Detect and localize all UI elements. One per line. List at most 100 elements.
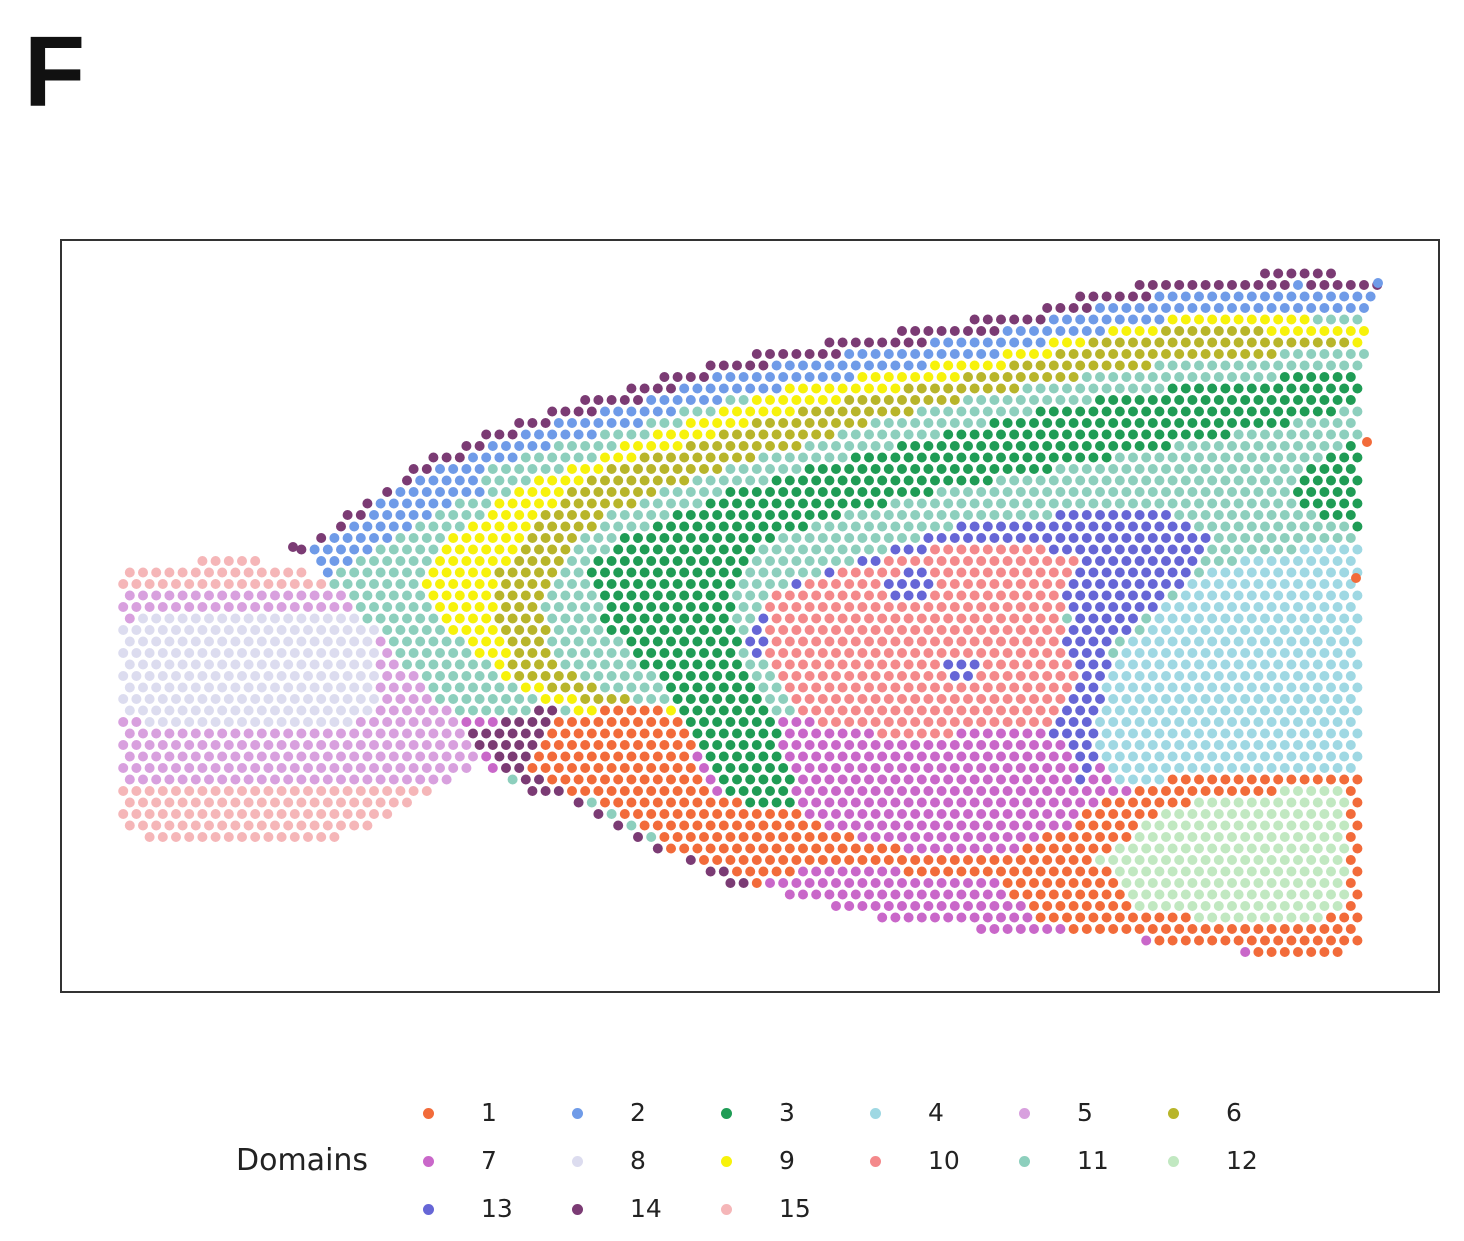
spot-domain-7: [883, 901, 894, 911]
spot-domain-12: [1220, 797, 1231, 808]
spot-domain-5: [256, 590, 267, 601]
spot-domain-12: [1194, 912, 1204, 923]
spot-domain-11: [1088, 383, 1099, 394]
spot-domain-7: [824, 751, 835, 762]
spot-domain-7: [910, 809, 921, 819]
spot-domain-10: [897, 648, 907, 658]
spot-domain-8: [303, 625, 313, 635]
spot-domain-3: [639, 544, 650, 555]
spot-domain-1: [1101, 843, 1112, 854]
spot-domain-1: [791, 809, 802, 819]
spot-domain-6: [514, 648, 525, 658]
spot-domain-9: [1147, 326, 1158, 336]
spot-domain-14: [976, 326, 987, 336]
spot-domain-3: [606, 625, 617, 635]
spot-domain-8: [355, 694, 366, 704]
spot-domain-14: [494, 429, 505, 440]
spot-domain-2: [402, 521, 412, 532]
spot-domain-1: [692, 774, 703, 785]
spot-domain-13: [745, 636, 756, 647]
spot-domain-13: [923, 579, 934, 589]
spot-domain-8: [190, 659, 201, 670]
spot-domain-2: [1339, 291, 1350, 302]
spot-domain-11: [831, 533, 841, 543]
spot-domain-14: [1253, 280, 1264, 290]
spot-domain-1: [751, 855, 762, 865]
spot-domain-3: [725, 671, 736, 681]
spot-domain-3: [745, 728, 756, 739]
spot-domain-11: [817, 533, 828, 543]
spot-domain-3: [1352, 452, 1363, 463]
spot-domain-11: [916, 406, 927, 417]
spot-domain-4: [1174, 648, 1185, 658]
spot-domain-12: [1154, 843, 1165, 854]
spot-domain-3: [646, 533, 657, 543]
spot-domain-10: [1042, 579, 1053, 589]
spot-domain-12: [1141, 889, 1152, 900]
spot-domain-10: [936, 648, 947, 658]
spot-domain-8: [124, 659, 135, 670]
spot-domain-5: [144, 602, 155, 612]
spot-domain-3: [1332, 372, 1343, 382]
spot-domain-2: [1128, 314, 1138, 325]
spot-domain-7: [956, 728, 967, 739]
spot-domain-11: [1062, 383, 1072, 394]
spot-domain-15: [256, 820, 267, 831]
spot-domain-15: [263, 579, 274, 589]
spot-domain-2: [1200, 303, 1211, 313]
spot-domain-2: [520, 429, 531, 440]
spot-domain-4: [1306, 625, 1317, 635]
spot-domain-11: [514, 694, 525, 704]
spot-domain-7: [916, 774, 927, 785]
spot-domain-6: [619, 487, 630, 497]
spot-domain-1: [560, 774, 571, 785]
spot-domain-10: [996, 590, 1006, 601]
spot-domain-8: [342, 648, 353, 658]
spot-domain-10: [936, 579, 947, 589]
spot-domain-6: [745, 429, 756, 440]
spot-domain-2: [844, 372, 855, 382]
spot-domain-10: [831, 602, 841, 612]
spot-domain-13: [1114, 521, 1125, 532]
spot-domain-3: [1279, 418, 1290, 428]
spot-domain-11: [454, 521, 465, 532]
spot-domain-1: [1207, 774, 1218, 785]
spot-domain-7: [916, 843, 927, 854]
spot-domain-1: [1246, 774, 1257, 785]
spot-domain-3: [652, 659, 663, 670]
spot-domain-11: [461, 510, 472, 520]
spot-domain-2: [989, 349, 1000, 359]
spot-domain-6: [633, 464, 643, 474]
spot-domain-8: [184, 694, 195, 704]
spot-domain-8: [157, 717, 168, 727]
spot-domain-9: [461, 556, 472, 566]
spot-domain-11: [573, 613, 584, 624]
spot-domain-2: [692, 383, 703, 394]
spot-domain-14: [534, 728, 544, 739]
spot-domain-7: [982, 912, 993, 923]
spot-domain-12: [1266, 878, 1277, 888]
spot-domain-8: [230, 613, 241, 624]
spot-domain-11: [745, 475, 756, 486]
spot-domain-3: [725, 625, 736, 635]
spot-domain-11: [903, 521, 914, 532]
spot-domain-3: [718, 728, 729, 739]
spot-domain-10: [844, 625, 855, 635]
spot-domain-6: [738, 441, 749, 451]
spot-domain-9: [527, 510, 538, 520]
spot-domain-11: [527, 464, 538, 474]
spot-domain-11: [1187, 487, 1198, 497]
spot-domain-5: [138, 728, 148, 739]
spot-domain-11: [507, 774, 518, 785]
spot-domain-13: [897, 579, 907, 589]
spot-domain-10: [837, 567, 848, 578]
spot-domain-3: [712, 533, 723, 543]
spot-domain-12: [1253, 855, 1264, 865]
spot-domain-4: [1260, 613, 1270, 624]
spot-domain-1: [626, 705, 637, 716]
spot-domain-3: [679, 659, 690, 670]
spot-domain-1: [784, 843, 795, 854]
spot-domain-11: [1187, 372, 1198, 382]
spot-domain-11: [633, 694, 643, 704]
spot-domain-11: [765, 694, 775, 704]
